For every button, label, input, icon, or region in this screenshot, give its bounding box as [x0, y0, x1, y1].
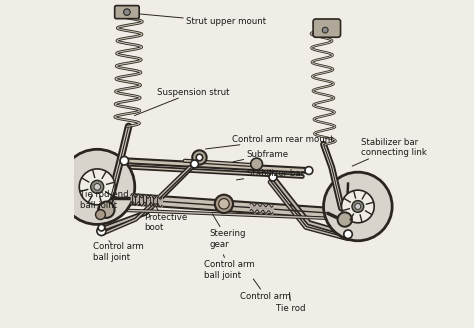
- Circle shape: [196, 154, 203, 161]
- Circle shape: [96, 210, 105, 219]
- Circle shape: [324, 172, 392, 241]
- FancyBboxPatch shape: [115, 6, 139, 19]
- Text: Tie rod: Tie rod: [276, 293, 306, 313]
- Text: Control arm
ball joint: Control arm ball joint: [204, 255, 255, 280]
- Circle shape: [352, 201, 364, 212]
- Text: Tie rod end
ball joint: Tie rod end ball joint: [80, 190, 128, 211]
- Text: Control arm rear mount: Control arm rear mount: [205, 135, 334, 149]
- Circle shape: [269, 173, 277, 181]
- Circle shape: [91, 180, 104, 194]
- Text: Stabilizer bar
connecting link: Stabilizer bar connecting link: [352, 138, 427, 166]
- Circle shape: [251, 158, 263, 170]
- Circle shape: [124, 9, 130, 15]
- Text: Subframe: Subframe: [233, 150, 289, 162]
- Circle shape: [191, 160, 199, 168]
- Circle shape: [97, 226, 106, 236]
- Circle shape: [219, 199, 229, 209]
- Circle shape: [305, 167, 313, 174]
- Circle shape: [215, 195, 233, 213]
- Text: Control arm: Control arm: [240, 279, 291, 301]
- Text: Steering
gear: Steering gear: [209, 214, 246, 249]
- Circle shape: [341, 190, 374, 223]
- Text: Stabilizer bar: Stabilizer bar: [237, 169, 304, 180]
- Circle shape: [192, 150, 207, 165]
- Circle shape: [94, 184, 100, 190]
- Text: Strut upper mount: Strut upper mount: [140, 14, 266, 27]
- Circle shape: [337, 212, 352, 227]
- Circle shape: [98, 224, 105, 231]
- Text: Protective
boot: Protective boot: [144, 202, 187, 233]
- Circle shape: [60, 149, 135, 224]
- Circle shape: [120, 156, 128, 165]
- Text: Control arm
ball joint: Control arm ball joint: [93, 241, 144, 262]
- Circle shape: [79, 169, 115, 205]
- Text: Suspension strut: Suspension strut: [135, 88, 229, 115]
- Circle shape: [344, 230, 352, 238]
- Circle shape: [98, 202, 115, 218]
- Circle shape: [322, 27, 328, 33]
- Circle shape: [355, 203, 361, 209]
- FancyBboxPatch shape: [313, 19, 340, 37]
